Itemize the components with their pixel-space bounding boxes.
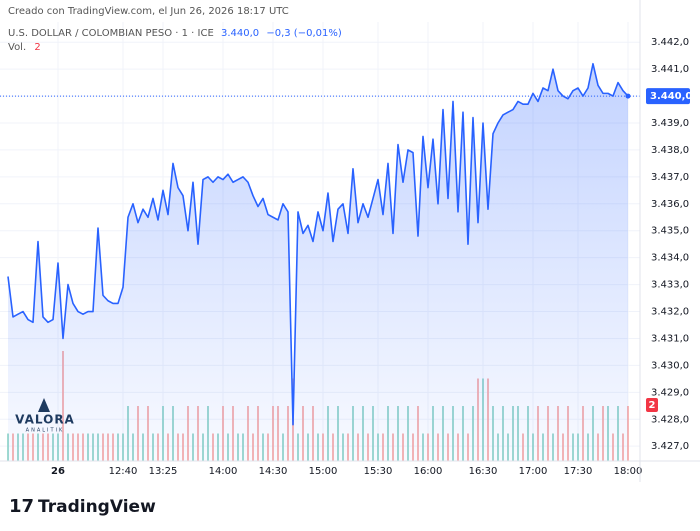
y-tick-label: 3.430,0 <box>651 360 689 371</box>
y-tick-label: 3.438,0 <box>651 145 689 156</box>
y-tick-label: 3.437,0 <box>651 172 689 183</box>
y-tick-label: 3.428,0 <box>651 414 689 425</box>
y-tick-label: 3.434,0 <box>651 253 689 264</box>
x-tick-label: 13:25 <box>149 466 178 477</box>
svg-text:17: 17 <box>9 496 34 517</box>
x-tick-label: 14:30 <box>259 466 288 477</box>
y-tick-label: 3.441,0 <box>651 64 689 75</box>
y-tick-label: 3.442,0 <box>651 37 689 48</box>
last-price-dot <box>625 93 631 99</box>
x-tick-label: 15:30 <box>364 466 393 477</box>
price-tag <box>646 88 690 105</box>
logo-text: VALORA <box>15 413 75 427</box>
logo-subtext: ANALITIK <box>26 428 65 434</box>
y-tick-label: 3.429,0 <box>651 387 689 398</box>
price: 3.440,0 <box>221 28 259 39</box>
x-tick-label: 14:00 <box>209 466 238 477</box>
symbol-title: U.S. DOLLAR / COLOMBIAN PESO · 1 · ICE <box>8 28 214 39</box>
y-tick-label: 3.432,0 <box>651 307 689 318</box>
plot <box>0 62 640 462</box>
y-tick-label: 3.431,0 <box>651 333 689 344</box>
brand: 17 TradingView <box>9 496 156 517</box>
x-tick-label: 17:30 <box>564 466 593 477</box>
y-tick-label: 3.427,0 <box>651 441 689 452</box>
x-tick-label: 17:00 <box>519 466 548 477</box>
price-tag-label: 3.440,0 <box>650 91 692 102</box>
volume-header: Vol. 2 <box>8 42 41 53</box>
price-area <box>8 63 628 462</box>
y-tick-label: 3.433,0 <box>651 280 689 291</box>
x-tick-label: 16:30 <box>469 466 498 477</box>
x-tick-label: 18:00 <box>614 466 643 477</box>
change: −0,3 (−0,01%) <box>266 28 342 39</box>
x-tick-label: 15:00 <box>309 466 338 477</box>
x-tick-label: 26 <box>51 466 65 477</box>
volume-tag <box>646 398 658 412</box>
volume-tag-label: 2 <box>649 400 656 411</box>
x-tick-label: 16:00 <box>414 466 443 477</box>
header: U.S. DOLLAR / COLOMBIAN PESO · 1 · ICE 3… <box>8 28 342 39</box>
price-line <box>7 62 629 426</box>
x-tick-label: 12:40 <box>109 466 138 477</box>
axes: 3.442,0 3.441,0 3.440,0 3.439,0 3.438,0 3.437… <box>0 0 700 482</box>
brand-text: TradingView <box>38 497 156 517</box>
y-tick-label: 3.436,0 <box>651 199 689 210</box>
y-tick-label: 3.439,0 <box>651 118 689 129</box>
credit: Creado con TradingView.com, el Jun 26, 2… <box>8 6 289 17</box>
volume-last: 2 <box>34 42 40 53</box>
volume-label: Vol. <box>8 42 26 53</box>
y-tick-label: 3.435,0 <box>651 226 689 237</box>
logo: VALORA ANALITIK <box>15 398 75 434</box>
logo-icon <box>38 398 50 412</box>
